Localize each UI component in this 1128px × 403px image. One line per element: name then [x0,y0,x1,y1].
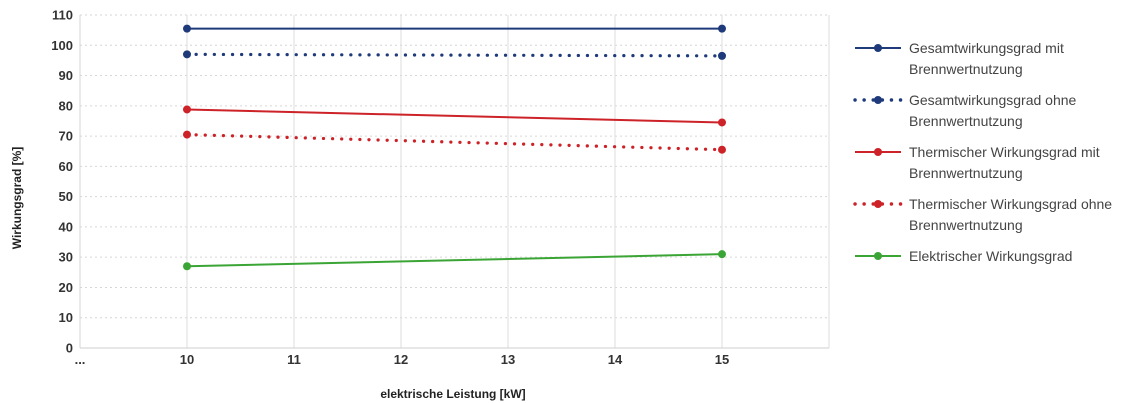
legend-swatch [855,252,901,260]
data-point [183,262,191,271]
legend-swatch [855,148,901,156]
legend-item: Gesamtwirkungsgrad ohne Brennwertnutzung [852,90,1122,142]
data-point [718,24,726,33]
series-3 [183,105,726,127]
x-axis-title: elektrische Leistung [kW] [380,387,525,401]
legend-item: Thermischer Wirkungsgrad mit Brennwertnu… [852,142,1122,194]
x-tick-label: ... [75,352,86,367]
x-tick-label: 10 [180,352,194,367]
legend-marker [874,44,882,52]
y-tick-label: 20 [59,280,73,295]
legend: Gesamtwirkungsgrad mit Brennwertnutzung G… [852,38,1122,298]
grid [80,14,829,348]
legend-marker [874,96,882,104]
legend-item: Gesamtwirkungsgrad mit Brennwertnutzung [852,38,1122,90]
legend-marker [874,252,882,260]
series-line [185,52,724,58]
series-2 [183,50,726,60]
series-5 [183,250,726,271]
legend-label: Thermischer Wirkungsgrad mit Brennwertnu… [909,144,1100,181]
data-point [718,250,726,259]
data-point [183,105,191,114]
x-tick-label: 12 [394,352,408,367]
data-point [183,24,191,33]
y-tick-label: 10 [59,310,73,325]
x-tick-label: 15 [715,352,729,367]
y-tick-label: 90 [59,68,73,83]
y-tick-label: 100 [51,38,73,53]
series-1 [183,24,726,33]
series-line [186,253,723,268]
y-tick-label: 30 [59,250,73,265]
y-tick-label: 50 [59,189,73,204]
y-tick-label: 110 [52,8,73,23]
series-group [183,24,726,271]
y-tick-label: 60 [59,159,73,174]
y-tick-label: 0 [66,341,73,356]
y-tick-label: 80 [59,98,73,113]
data-point [718,145,726,154]
legend-label: Gesamtwirkungsgrad ohne Brennwertnutzung [909,92,1077,129]
axes [79,15,830,349]
data-point [183,130,191,139]
legend-marker [874,148,882,156]
legend-label: Elektrischer Wirkungsgrad [909,248,1073,264]
series-line [186,108,723,124]
x-tick-label: 11 [287,352,301,367]
series-line [185,132,724,152]
y-axis-title: Wirkungsgrad [%] [10,147,24,250]
legend-item: Elektrischer Wirkungsgrad [852,246,1122,298]
legend-marker [874,200,882,208]
x-tick-label: 14 [608,352,623,367]
legend-label: Gesamtwirkungsgrad mit Brennwertnutzung [909,40,1064,77]
data-point [718,118,726,127]
data-point [183,50,191,59]
legend-swatch [855,44,901,52]
x-tick-label: 13 [501,352,515,367]
y-tick-label: 70 [59,129,73,144]
legend-item: Thermischer Wirkungsgrad ohne Brennwertn… [852,194,1122,246]
tick-labels: 0 10 20 30 40 50 60 70 80 90 100 110... 10 11 12 13 14 15 [51,8,729,368]
legend-label: Thermischer Wirkungsgrad ohne Brennwertn… [909,196,1113,233]
legend-swatch [853,96,903,104]
y-tick-label: 40 [59,219,73,234]
legend-swatch [853,200,903,208]
series-4 [183,130,726,154]
data-point [718,51,726,60]
